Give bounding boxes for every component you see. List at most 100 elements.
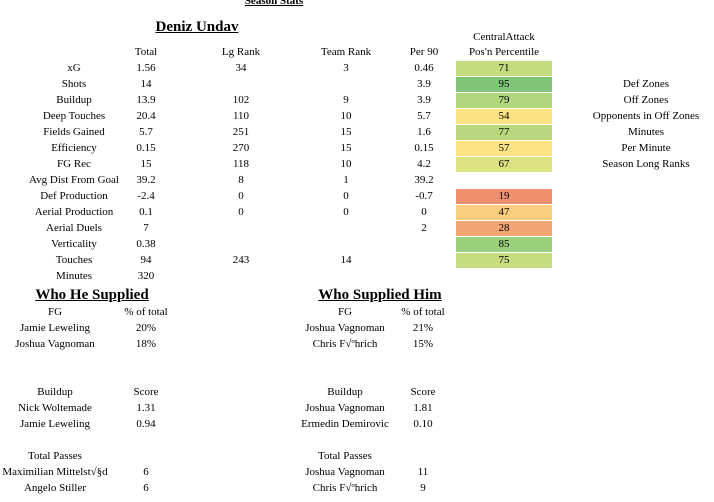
player-name-cell: Joshua Vagnoman bbox=[15, 338, 95, 350]
row-label: Efficiency bbox=[51, 142, 97, 154]
value-cell: 20% bbox=[135, 322, 157, 334]
section-header-name: FG bbox=[337, 306, 353, 318]
percentile-cell: 71 bbox=[456, 61, 552, 76]
value-cell: 0.94 bbox=[136, 418, 156, 430]
row-label: Aerial Production bbox=[34, 206, 114, 218]
cell-total: -2.4 bbox=[137, 190, 155, 202]
cell-total: 39.2 bbox=[136, 174, 156, 186]
row-label: Shots bbox=[61, 78, 87, 90]
cell-total: 94 bbox=[140, 254, 152, 266]
percentile-cell: 54 bbox=[456, 109, 552, 124]
percentile-cell: 19 bbox=[456, 189, 552, 204]
value-cell: 1.31 bbox=[136, 402, 156, 414]
cell-team-rank: 15 bbox=[340, 142, 352, 154]
value-cell: 6 bbox=[143, 482, 149, 494]
row-label: Def Production bbox=[40, 190, 108, 202]
cell-total: 13.9 bbox=[136, 94, 156, 106]
percentile-cell: 57 bbox=[456, 141, 552, 156]
player-name-cell: Nick Woltemade bbox=[18, 402, 92, 414]
player-name: Deniz Undav bbox=[155, 19, 239, 35]
cell-team-rank: 0 bbox=[343, 190, 349, 202]
cell-team-rank: 10 bbox=[340, 158, 352, 170]
cell-per90: 1.6 bbox=[417, 126, 431, 138]
percentile-cell: 79 bbox=[456, 93, 552, 108]
row-label: Deep Touches bbox=[42, 110, 106, 122]
cell-per90: 2 bbox=[421, 222, 427, 234]
cell-lg-rank: 110 bbox=[232, 110, 250, 122]
player-name-cell: Jamie Leweling bbox=[20, 418, 90, 430]
cell-lg-rank: 118 bbox=[232, 158, 250, 170]
cell-total: 15 bbox=[140, 158, 152, 170]
percentile-cell: 77 bbox=[456, 125, 552, 140]
value-cell: 11 bbox=[417, 466, 429, 478]
value-cell: 1.81 bbox=[413, 402, 433, 414]
value-cell: 18% bbox=[135, 338, 157, 350]
row-label: Buildup bbox=[56, 94, 92, 106]
percentile-cell: 75 bbox=[456, 253, 552, 268]
percentile-header-line1: CentralAttack bbox=[473, 31, 535, 43]
cell-total: 5.7 bbox=[139, 126, 153, 138]
cell-per90: 0.15 bbox=[414, 142, 434, 154]
section-header-name: Buildup bbox=[327, 386, 363, 398]
cell-team-rank: 14 bbox=[340, 254, 352, 266]
cell-total: 7 bbox=[143, 222, 149, 234]
row-label: Aerial Duels bbox=[46, 222, 102, 234]
legend-item: Season Long Ranks bbox=[602, 158, 690, 170]
who-supplied-him-title: Who Supplied Him bbox=[318, 287, 442, 303]
player-name-cell: Joshua Vagnoman bbox=[305, 466, 385, 478]
player-name-cell: Joshua Vagnoman bbox=[305, 402, 385, 414]
cell-total: 20.4 bbox=[136, 110, 156, 122]
player-name-cell: Maximilian Mittelst√§d bbox=[2, 466, 108, 478]
col-header-lg-rank: Lg Rank bbox=[221, 46, 261, 58]
player-name-cell: Chris F√ºhrich bbox=[312, 338, 378, 350]
legend-item: Opponents in Off Zones bbox=[592, 110, 700, 122]
section-header-value: % of total bbox=[124, 306, 168, 318]
value-cell: 15% bbox=[412, 338, 434, 350]
section-header-name: Buildup bbox=[37, 386, 73, 398]
col-header-team-rank: Team Rank bbox=[320, 46, 372, 58]
cell-per90: 5.7 bbox=[417, 110, 431, 122]
legend-item: Minutes bbox=[627, 126, 665, 138]
cell-total: 0.1 bbox=[139, 206, 153, 218]
section-header-value: Score bbox=[410, 386, 436, 398]
legend-item: Per Minute bbox=[621, 142, 671, 154]
row-label: Fields Gained bbox=[43, 126, 105, 138]
row-label: Avg Dist From Goal bbox=[29, 174, 119, 186]
cell-total: 1.56 bbox=[136, 62, 156, 74]
percentile-cell: 85 bbox=[456, 237, 552, 252]
percentile-cell: 67 bbox=[456, 157, 552, 172]
value-cell: 21% bbox=[412, 322, 434, 334]
cell-total: 0.38 bbox=[136, 238, 156, 250]
cell-team-rank: 10 bbox=[340, 110, 352, 122]
cell-lg-rank: 0 bbox=[238, 206, 244, 218]
row-label: FG Rec bbox=[57, 158, 91, 170]
cell-team-rank: 0 bbox=[343, 206, 349, 218]
legend-item: Def Zones bbox=[622, 78, 670, 90]
cell-per90: 0 bbox=[421, 206, 427, 218]
percentile-cell: 47 bbox=[456, 205, 552, 220]
section-header-value: Score bbox=[133, 386, 159, 398]
col-header-per90: Per 90 bbox=[409, 46, 439, 58]
sheet-title: Season Stats bbox=[244, 0, 304, 7]
cell-lg-rank: 34 bbox=[235, 62, 247, 74]
player-name-cell: Angelo Stiller bbox=[23, 482, 87, 494]
cell-per90: 0.46 bbox=[414, 62, 434, 74]
player-name-cell: Joshua Vagnoman bbox=[305, 322, 385, 334]
percentile-header-line2: Pos'n Percentile bbox=[468, 46, 540, 58]
col-header-total: Total bbox=[134, 46, 158, 58]
player-name-cell: Chris F√ºhrich bbox=[312, 482, 378, 494]
cell-per90: 4.2 bbox=[417, 158, 431, 170]
percentile-cell: 95 bbox=[456, 77, 552, 92]
cell-per90: -0.7 bbox=[415, 190, 433, 202]
cell-lg-rank: 243 bbox=[232, 254, 250, 266]
cell-lg-rank: 8 bbox=[238, 174, 244, 186]
row-label: Minutes bbox=[55, 270, 93, 282]
section-header-name: FG bbox=[47, 306, 63, 318]
cell-total: 320 bbox=[137, 270, 155, 282]
cell-lg-rank: 0 bbox=[238, 190, 244, 202]
cell-total: 0.15 bbox=[136, 142, 156, 154]
player-name-cell: Ermedin Demirovic bbox=[301, 418, 389, 430]
value-cell: 9 bbox=[420, 482, 426, 494]
row-label: Verticality bbox=[51, 238, 97, 250]
value-cell: 0.10 bbox=[413, 418, 433, 430]
